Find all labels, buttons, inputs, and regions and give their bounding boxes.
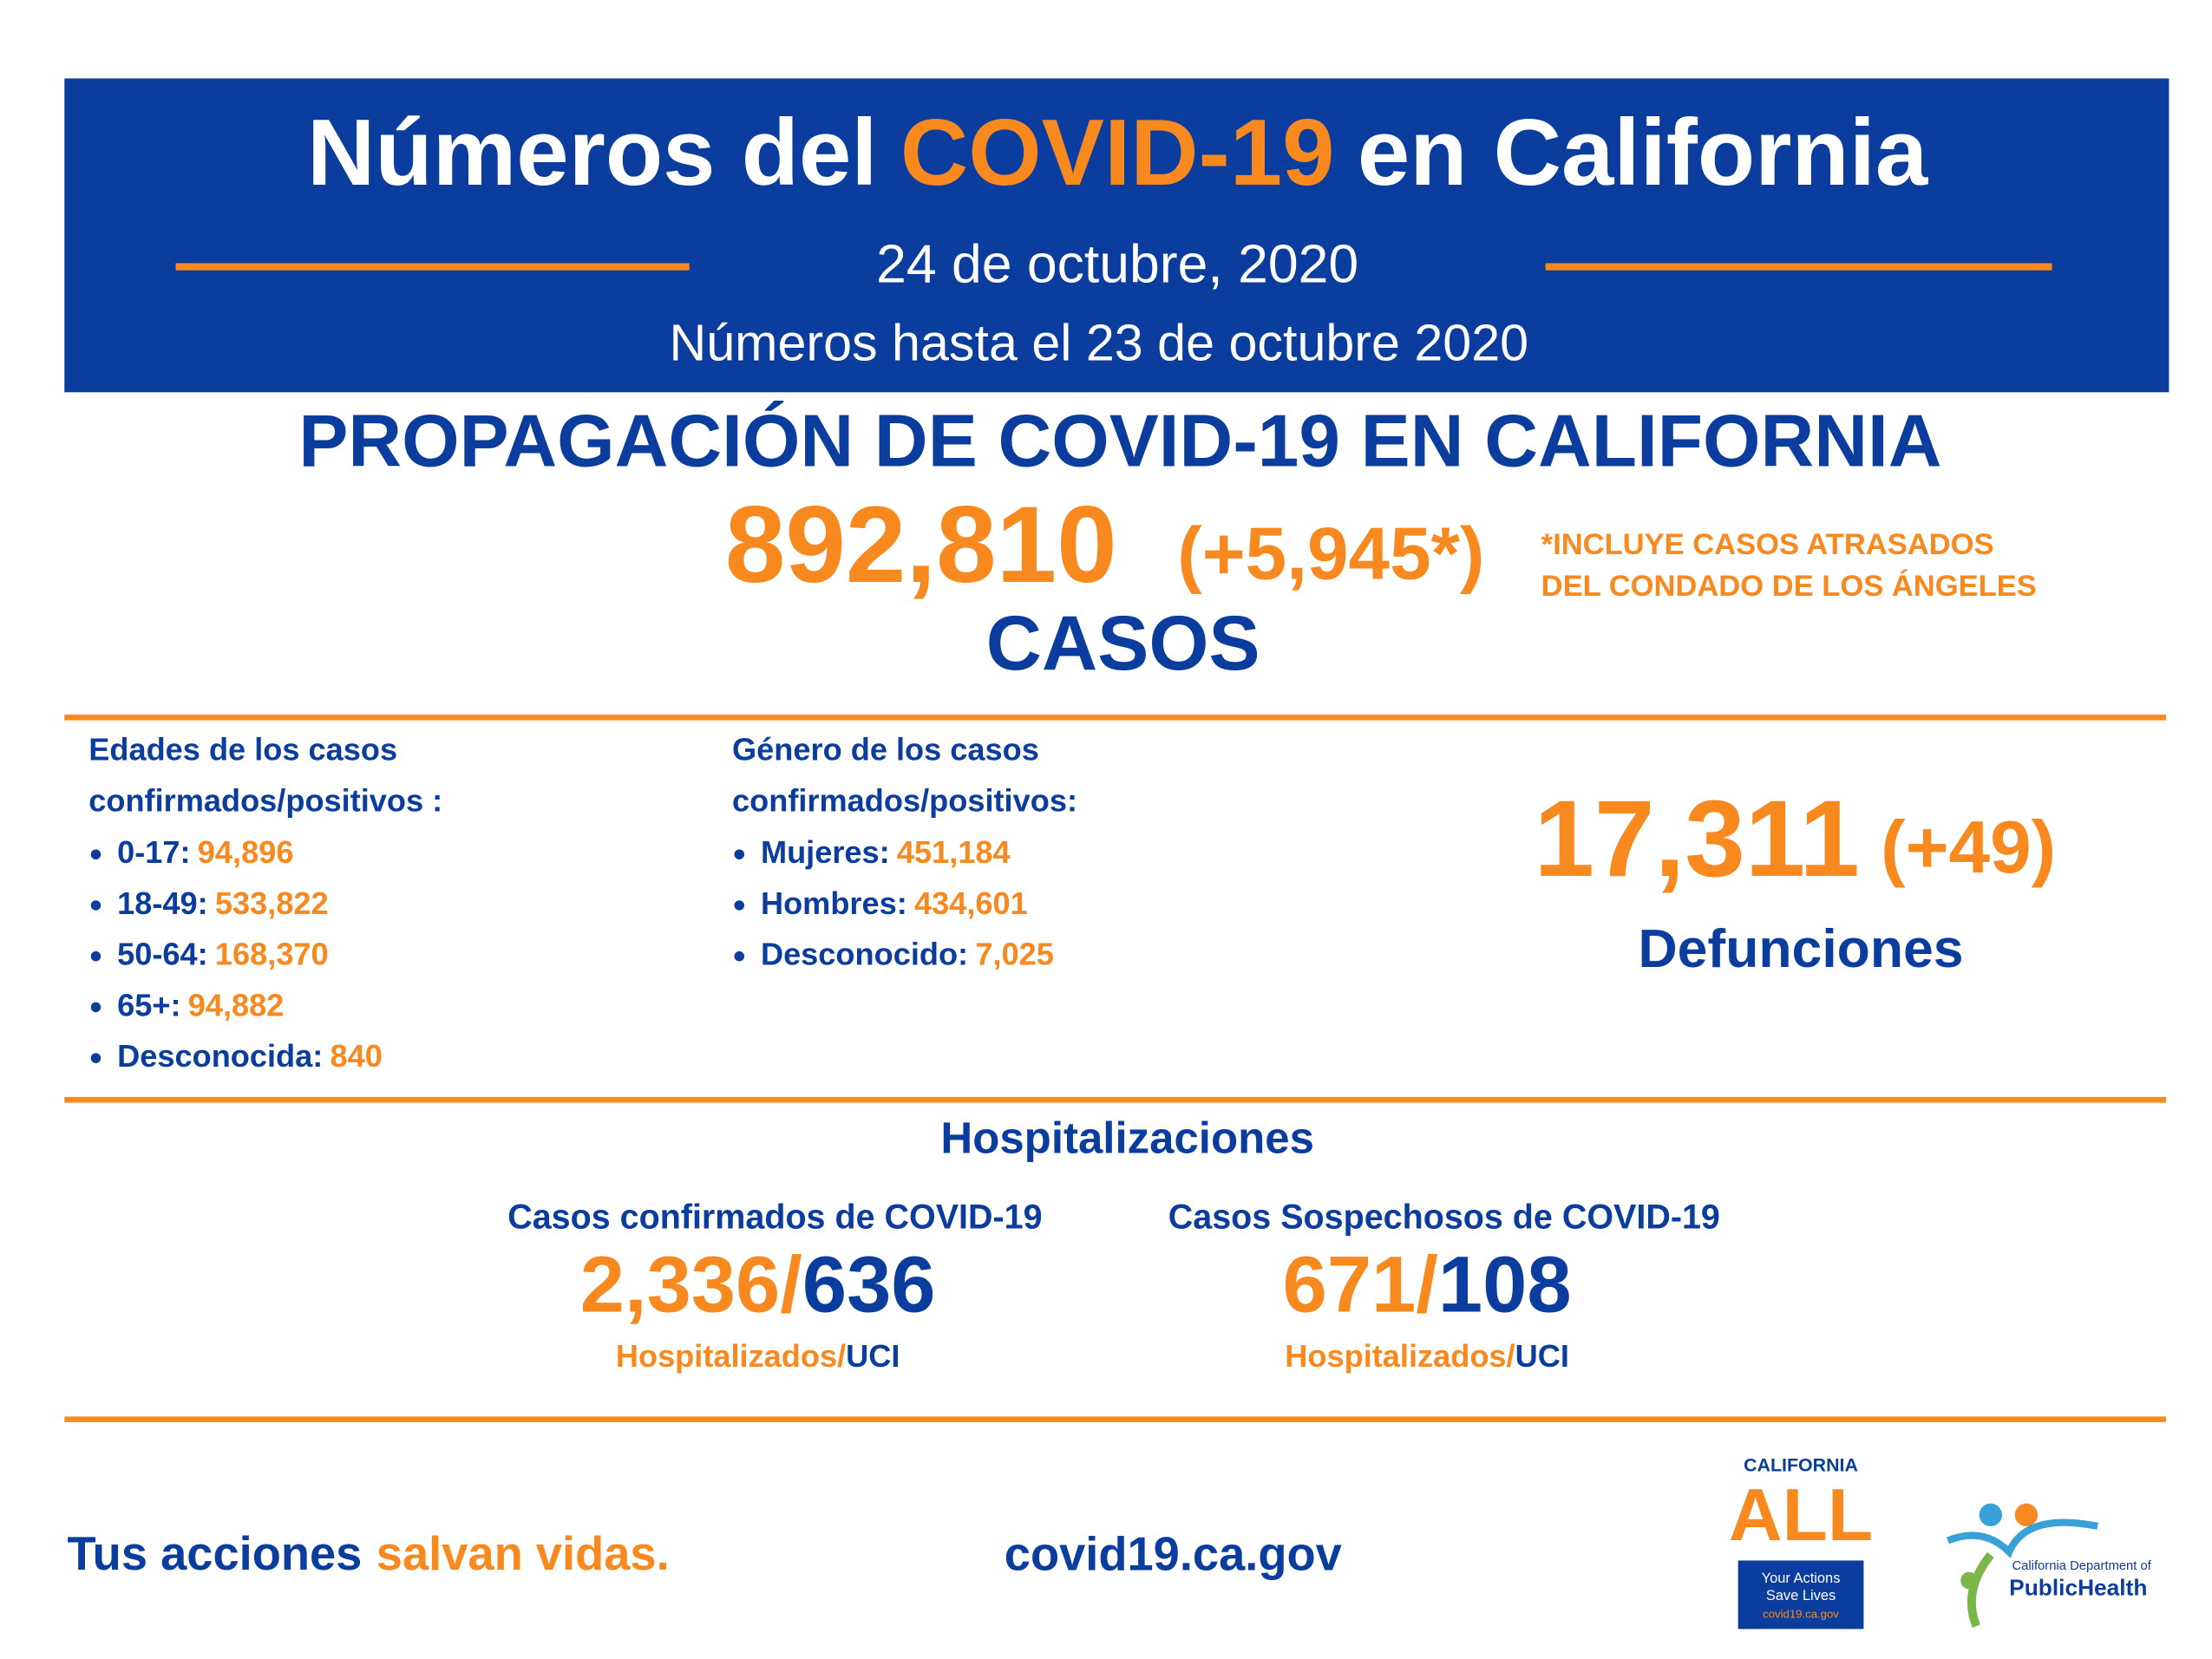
item-value: 94,882	[188, 987, 285, 1022]
header-band	[64, 78, 2169, 393]
note: DEL CONDADO DE LOS ÁNGELES	[1541, 568, 2037, 603]
heading: PROPAGACIÓN DE COVID-19 EN CALIFORNIA	[298, 400, 1941, 482]
icu: 636	[802, 1240, 936, 1329]
logo-text: covid19.ca.gov	[1763, 1607, 1839, 1620]
label-icu: UCI	[846, 1337, 900, 1373]
hospitalized: 671/	[1283, 1240, 1438, 1329]
ages: Edades de los casos confirmados/positivos…	[88, 731, 442, 1073]
item-label: Hombres:	[761, 885, 907, 921]
title-highlight: COVID-19	[900, 101, 1335, 206]
group-title: Casos Sospechosos de COVID-19	[1168, 1199, 1720, 1237]
logo-text: Save Lives	[1766, 1588, 1836, 1603]
list-heading: Edades de los casos	[88, 731, 397, 767]
logo-text: PublicHealth	[2009, 1574, 2147, 1600]
item-value: 168,370	[215, 936, 329, 971]
item-label: Mujeres:	[761, 834, 890, 870]
logo-text: California Department of	[2012, 1559, 2151, 1573]
bullet	[90, 1053, 101, 1063]
cases: 892,810	[725, 485, 1117, 605]
cases-change: (+5,945*)	[1177, 513, 1484, 595]
item-value: 840	[330, 1038, 383, 1074]
item-value: 434,601	[914, 885, 1028, 921]
url: covid19.ca.gov	[1005, 1527, 1342, 1580]
item-label: Desconocido:	[761, 936, 968, 971]
list-heading: confirmados/positivos:	[732, 783, 1077, 819]
list-item: 50-64: 168,370	[117, 936, 329, 971]
deaths: 17,311	[1534, 779, 1859, 899]
title: Números del COVID-19 en California	[307, 101, 1929, 206]
logo-box	[1738, 1560, 1864, 1630]
logo-text: ALL	[1729, 1474, 1873, 1557]
bullet	[90, 849, 101, 860]
item-value: 451,184	[897, 834, 1011, 870]
list-item: 0-17: 94,896	[117, 834, 293, 870]
group-label: Hospitalizados/UCI	[1285, 1337, 1569, 1373]
group-numbers: 671/108	[1283, 1240, 1572, 1329]
label-hosp: Hospitalizados/	[616, 1337, 846, 1373]
list-item: Mujeres: 451,184	[761, 834, 1011, 870]
label-hosp: Hospitalizados/	[1285, 1337, 1515, 1373]
bullet	[734, 950, 745, 962]
subtitle: Números hasta el 23 de octubre 2020	[669, 313, 1528, 371]
item-label: 18-49:	[117, 885, 208, 921]
list-heading: Género de los casos	[732, 731, 1039, 767]
hospital: Casos confirmados de COVID-192,336/636 Ho…	[507, 1199, 1720, 1374]
item-value: 533,822	[215, 885, 329, 921]
bullet	[734, 849, 745, 860]
list-item: Desconocida: 840	[117, 1038, 383, 1074]
list-item: Hombres: 434,601	[761, 885, 1028, 921]
logo-text: Your Actions	[1762, 1571, 1841, 1586]
hospitalized: 2,336/	[580, 1240, 802, 1329]
list-item: 65+: 94,882	[117, 987, 284, 1022]
group-title: Casos confirmados de COVID-19	[507, 1199, 1042, 1237]
gender: Género de los casos confirmados/positivos…	[732, 731, 1077, 971]
item-value: 7,025	[975, 936, 1054, 971]
icu: 108	[1438, 1240, 1572, 1329]
item-label: 50-64:	[117, 936, 208, 971]
item-value: 94,896	[198, 834, 294, 870]
slogan-part: Tus acciones	[68, 1527, 363, 1580]
logo-text: CALIFORNIA	[1744, 1455, 1858, 1476]
group-label: Hospitalizados/UCI	[616, 1337, 900, 1373]
item-label: Desconocida:	[117, 1038, 323, 1074]
list-heading: confirmados/positivos :	[88, 783, 442, 819]
bullet	[90, 1002, 101, 1013]
group-numbers: 2,336/636	[580, 1240, 936, 1329]
title-part: Números del	[307, 101, 877, 206]
date: 24 de octubre, 2020	[876, 234, 1358, 295]
list-item: Desconocido: 7,025	[761, 936, 1054, 971]
item-label: 65+:	[117, 987, 180, 1022]
slogan-part: salvan vidas.	[376, 1527, 670, 1580]
bullet	[90, 950, 101, 962]
bullet	[90, 900, 101, 911]
slogan: Tus acciones salvan vidas.	[68, 1527, 670, 1580]
cases-label: CASOS	[986, 600, 1260, 686]
deaths-change: (+49)	[1881, 807, 2056, 889]
deaths-label: Defunciones	[1638, 918, 1963, 979]
bullet	[734, 900, 745, 911]
item-label: 0-17:	[117, 834, 190, 870]
list-item: 18-49: 533,822	[117, 885, 329, 921]
cdph-icon	[1946, 1503, 2098, 1628]
hospital-heading: Hospitalizaciones	[940, 1113, 1314, 1162]
label-icu: UCI	[1515, 1337, 1569, 1373]
note: *INCLUYE CASOS ATRASADOS	[1541, 528, 1994, 561]
title-part: en California	[1358, 101, 1929, 206]
